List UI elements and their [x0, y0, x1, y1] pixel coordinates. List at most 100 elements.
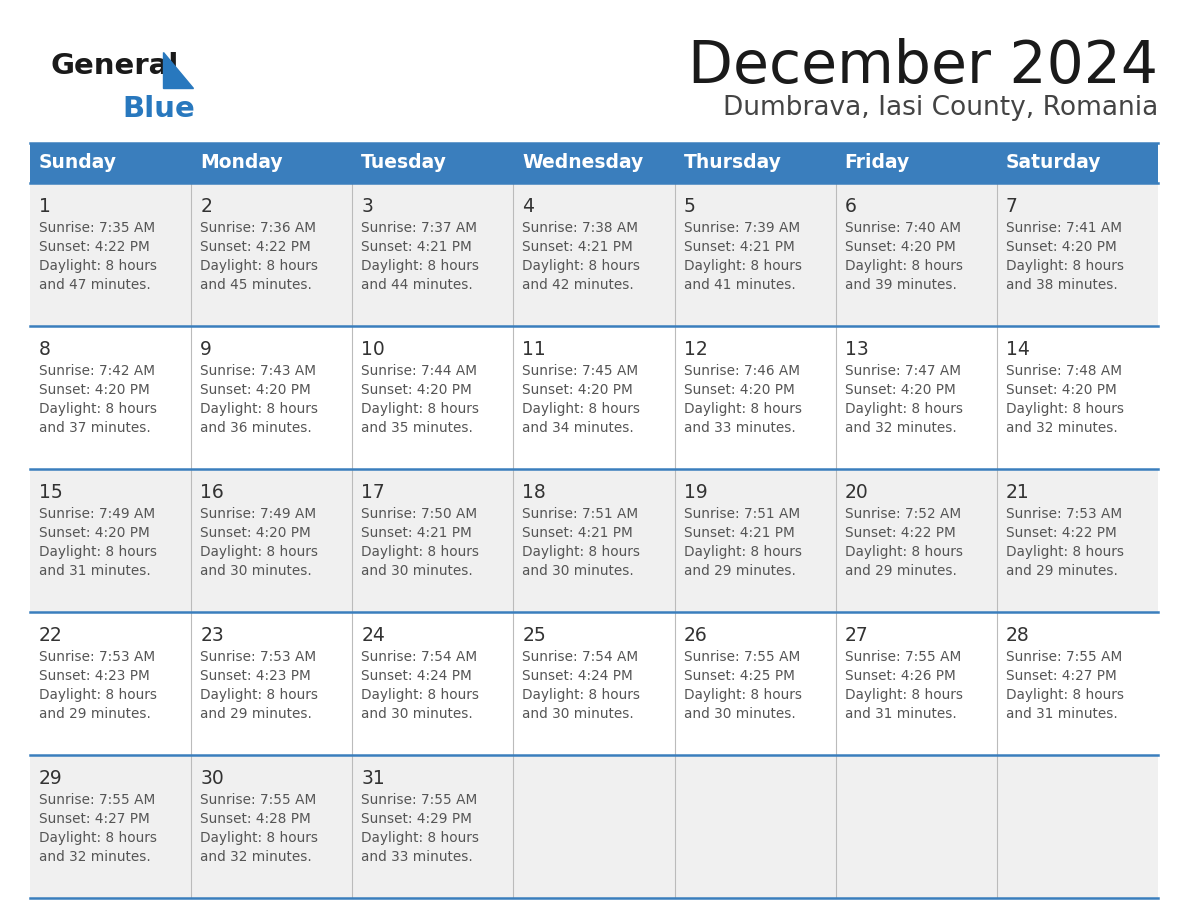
Text: 8: 8 [39, 340, 51, 359]
Text: Sunset: 4:27 PM: Sunset: 4:27 PM [1006, 669, 1117, 683]
Text: 1: 1 [39, 197, 51, 216]
Text: Sunrise: 7:43 AM: Sunrise: 7:43 AM [200, 364, 316, 378]
Text: Sunrise: 7:55 AM: Sunrise: 7:55 AM [200, 793, 316, 807]
Text: Thursday: Thursday [683, 153, 782, 173]
Bar [30, 143, 1158, 183]
Text: Sunrise: 7:51 AM: Sunrise: 7:51 AM [683, 507, 800, 521]
Text: Daylight: 8 hours: Daylight: 8 hours [523, 259, 640, 273]
Text: Sunset: 4:20 PM: Sunset: 4:20 PM [845, 240, 955, 254]
Text: and 32 minutes.: and 32 minutes. [39, 850, 151, 864]
Text: and 47 minutes.: and 47 minutes. [39, 278, 151, 292]
Text: Sunset: 4:28 PM: Sunset: 4:28 PM [200, 812, 311, 826]
Text: 22: 22 [39, 626, 63, 645]
Text: Daylight: 8 hours: Daylight: 8 hours [200, 402, 318, 416]
Text: Sunset: 4:20 PM: Sunset: 4:20 PM [200, 526, 311, 540]
Text: Daylight: 8 hours: Daylight: 8 hours [361, 831, 479, 845]
Text: and 35 minutes.: and 35 minutes. [361, 421, 473, 435]
Text: Daylight: 8 hours: Daylight: 8 hours [683, 688, 802, 702]
Text: Sunday: Sunday [39, 153, 116, 173]
Text: 15: 15 [39, 483, 63, 502]
Text: Daylight: 8 hours: Daylight: 8 hours [39, 545, 157, 559]
Text: 30: 30 [200, 769, 223, 788]
Text: 25: 25 [523, 626, 546, 645]
Text: Sunrise: 7:55 AM: Sunrise: 7:55 AM [845, 650, 961, 664]
Text: Blue: Blue [122, 95, 195, 123]
Text: Sunrise: 7:42 AM: Sunrise: 7:42 AM [39, 364, 154, 378]
Text: 13: 13 [845, 340, 868, 359]
Text: and 41 minutes.: and 41 minutes. [683, 278, 795, 292]
Text: December 2024: December 2024 [688, 38, 1158, 95]
Text: Sunset: 4:20 PM: Sunset: 4:20 PM [1006, 383, 1117, 397]
Text: Sunset: 4:22 PM: Sunset: 4:22 PM [39, 240, 150, 254]
Text: Daylight: 8 hours: Daylight: 8 hours [1006, 259, 1124, 273]
Text: Daylight: 8 hours: Daylight: 8 hours [845, 402, 962, 416]
Text: Daylight: 8 hours: Daylight: 8 hours [1006, 402, 1124, 416]
Text: Dumbrava, Iasi County, Romania: Dumbrava, Iasi County, Romania [722, 95, 1158, 121]
Text: 16: 16 [200, 483, 223, 502]
Text: Daylight: 8 hours: Daylight: 8 hours [845, 688, 962, 702]
Bar [30, 183, 1158, 326]
Text: and 29 minutes.: and 29 minutes. [683, 564, 796, 578]
Text: and 30 minutes.: and 30 minutes. [523, 564, 634, 578]
Text: Sunrise: 7:53 AM: Sunrise: 7:53 AM [200, 650, 316, 664]
Text: Daylight: 8 hours: Daylight: 8 hours [361, 402, 479, 416]
Text: Sunrise: 7:45 AM: Sunrise: 7:45 AM [523, 364, 639, 378]
Text: Sunset: 4:21 PM: Sunset: 4:21 PM [361, 240, 472, 254]
Text: Daylight: 8 hours: Daylight: 8 hours [200, 831, 318, 845]
Text: Sunset: 4:21 PM: Sunset: 4:21 PM [683, 240, 795, 254]
Text: 10: 10 [361, 340, 385, 359]
Text: Sunrise: 7:55 AM: Sunrise: 7:55 AM [683, 650, 800, 664]
Text: Sunrise: 7:54 AM: Sunrise: 7:54 AM [523, 650, 639, 664]
Text: Sunrise: 7:39 AM: Sunrise: 7:39 AM [683, 221, 800, 235]
Text: General: General [50, 52, 178, 80]
Text: Sunset: 4:24 PM: Sunset: 4:24 PM [361, 669, 472, 683]
Text: Sunrise: 7:40 AM: Sunrise: 7:40 AM [845, 221, 961, 235]
Text: and 30 minutes.: and 30 minutes. [361, 707, 473, 721]
Text: and 30 minutes.: and 30 minutes. [523, 707, 634, 721]
Text: Sunrise: 7:47 AM: Sunrise: 7:47 AM [845, 364, 961, 378]
Text: Sunset: 4:21 PM: Sunset: 4:21 PM [523, 526, 633, 540]
Text: Sunset: 4:23 PM: Sunset: 4:23 PM [200, 669, 311, 683]
Text: Monday: Monday [200, 153, 283, 173]
Text: Daylight: 8 hours: Daylight: 8 hours [683, 259, 802, 273]
Text: Daylight: 8 hours: Daylight: 8 hours [200, 259, 318, 273]
Text: Sunrise: 7:41 AM: Sunrise: 7:41 AM [1006, 221, 1121, 235]
Text: 31: 31 [361, 769, 385, 788]
Text: Wednesday: Wednesday [523, 153, 644, 173]
Text: 28: 28 [1006, 626, 1030, 645]
Text: and 34 minutes.: and 34 minutes. [523, 421, 634, 435]
Text: Friday: Friday [845, 153, 910, 173]
Text: 23: 23 [200, 626, 223, 645]
Text: Daylight: 8 hours: Daylight: 8 hours [683, 545, 802, 559]
Text: Daylight: 8 hours: Daylight: 8 hours [1006, 688, 1124, 702]
Text: Sunset: 4:25 PM: Sunset: 4:25 PM [683, 669, 795, 683]
Text: and 33 minutes.: and 33 minutes. [683, 421, 795, 435]
Text: Sunrise: 7:38 AM: Sunrise: 7:38 AM [523, 221, 638, 235]
Text: Sunset: 4:20 PM: Sunset: 4:20 PM [39, 526, 150, 540]
Text: and 32 minutes.: and 32 minutes. [845, 421, 956, 435]
Text: Sunset: 4:20 PM: Sunset: 4:20 PM [39, 383, 150, 397]
Text: Daylight: 8 hours: Daylight: 8 hours [39, 259, 157, 273]
Text: 4: 4 [523, 197, 535, 216]
Text: 29: 29 [39, 769, 63, 788]
Text: Sunrise: 7:52 AM: Sunrise: 7:52 AM [845, 507, 961, 521]
Text: Sunrise: 7:50 AM: Sunrise: 7:50 AM [361, 507, 478, 521]
Text: Sunrise: 7:37 AM: Sunrise: 7:37 AM [361, 221, 478, 235]
Text: Sunrise: 7:51 AM: Sunrise: 7:51 AM [523, 507, 639, 521]
Text: 26: 26 [683, 626, 707, 645]
Text: Sunset: 4:22 PM: Sunset: 4:22 PM [200, 240, 311, 254]
Text: Daylight: 8 hours: Daylight: 8 hours [523, 402, 640, 416]
Text: Sunset: 4:21 PM: Sunset: 4:21 PM [523, 240, 633, 254]
Text: 5: 5 [683, 197, 695, 216]
Text: Daylight: 8 hours: Daylight: 8 hours [845, 259, 962, 273]
Text: and 42 minutes.: and 42 minutes. [523, 278, 634, 292]
Text: Sunset: 4:22 PM: Sunset: 4:22 PM [1006, 526, 1117, 540]
Text: and 37 minutes.: and 37 minutes. [39, 421, 151, 435]
Text: and 30 minutes.: and 30 minutes. [361, 564, 473, 578]
Text: 17: 17 [361, 483, 385, 502]
Text: Daylight: 8 hours: Daylight: 8 hours [523, 545, 640, 559]
Text: Sunrise: 7:55 AM: Sunrise: 7:55 AM [1006, 650, 1123, 664]
Polygon shape [163, 52, 192, 88]
Text: Sunrise: 7:46 AM: Sunrise: 7:46 AM [683, 364, 800, 378]
Text: Sunset: 4:20 PM: Sunset: 4:20 PM [523, 383, 633, 397]
